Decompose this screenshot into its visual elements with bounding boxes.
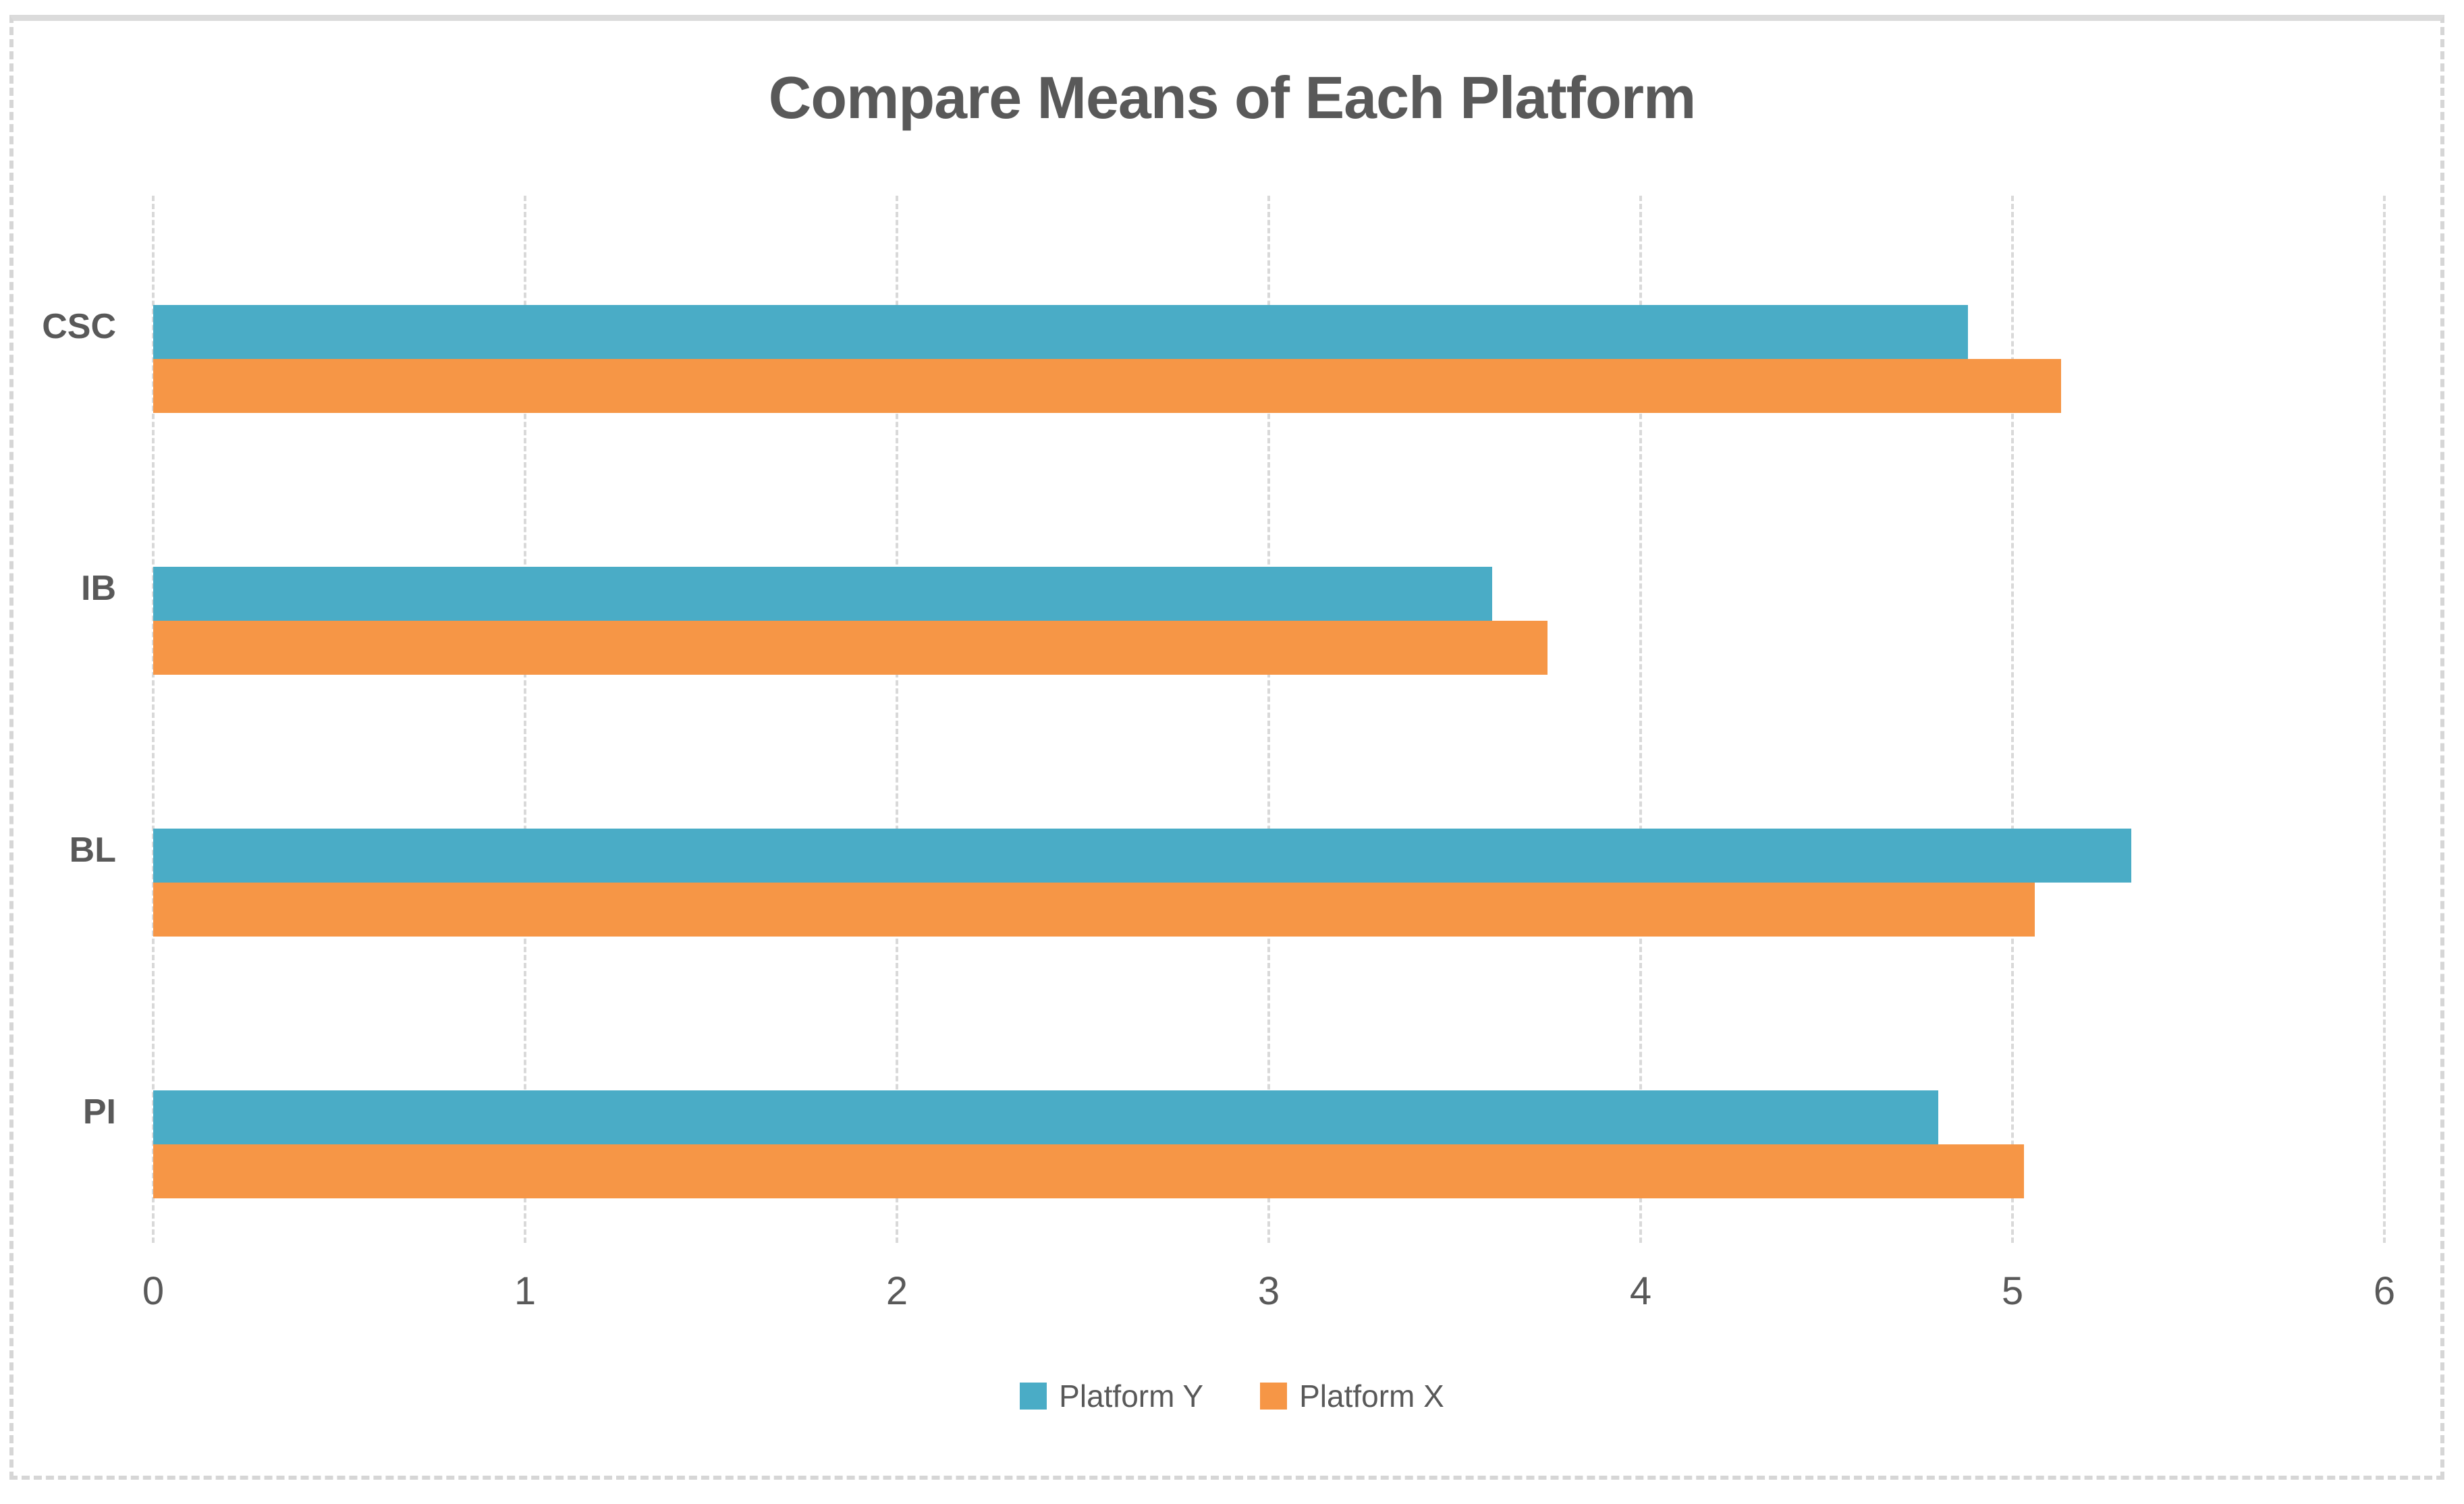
category-row-ib: IB — [81, 457, 2384, 719]
gridline-0 — [152, 196, 155, 1243]
legend-swatch-platform-x — [1260, 1383, 1288, 1410]
gridline-6 — [2383, 196, 2386, 1243]
gridline-4 — [1639, 196, 1642, 1243]
x-tick-label-3: 3 — [1257, 1269, 1280, 1313]
x-tick-label-6: 6 — [2373, 1269, 2396, 1313]
bar-platform-y-csc — [153, 305, 1968, 359]
rows: CSC IB BL PI — [42, 196, 2384, 1243]
legend-swatch-platform-y — [1020, 1383, 1047, 1410]
category-label-ib: IB — [81, 569, 116, 608]
category-row-bl: BL — [70, 719, 2384, 981]
bar-platform-x-bl — [153, 883, 2035, 937]
bar-platform-y-pi — [153, 1090, 1938, 1144]
category-label-pi: PI — [82, 1092, 116, 1132]
category-row-pi: PI — [83, 981, 2384, 1243]
plot-area: CSC IB BL PI — [42, 196, 2386, 1243]
bar-platform-x-csc — [153, 359, 2061, 413]
x-tick-label-1: 1 — [514, 1269, 537, 1313]
gridline-3 — [1267, 196, 1270, 1243]
chart-frame — [9, 15, 2444, 1480]
gridline-5 — [2011, 196, 2014, 1243]
legend: Platform Y Platform X — [0, 1378, 2464, 1414]
x-tick-label-0: 0 — [142, 1269, 165, 1313]
chart-title: Compare Means of Each Platform — [768, 64, 1696, 131]
x-tick-label-2: 2 — [885, 1269, 908, 1313]
bar-platform-y-ib — [153, 567, 1492, 621]
legend-item-platform-y: Platform Y — [1020, 1378, 1203, 1414]
x-axis: 0 1 2 3 4 5 6 — [142, 1269, 2395, 1316]
category-label-bl: BL — [69, 831, 116, 870]
legend-label-platform-x: Platform X — [1299, 1378, 1444, 1414]
gridline-1 — [523, 196, 526, 1243]
legend-label-platform-y: Platform Y — [1059, 1378, 1204, 1414]
bar-platform-y-bl — [153, 829, 2132, 883]
category-label-csc: CSC — [42, 307, 116, 346]
category-row-csc: CSC — [42, 196, 2384, 457]
x-tick-label-5: 5 — [2001, 1269, 2024, 1313]
gridline-2 — [895, 196, 898, 1243]
bar-platform-x-ib — [153, 621, 1548, 675]
x-tick-label-4: 4 — [1629, 1269, 1652, 1313]
legend-item-platform-x: Platform X — [1260, 1378, 1444, 1414]
gridlines — [152, 196, 2386, 1243]
bar-platform-x-pi — [153, 1144, 2024, 1198]
